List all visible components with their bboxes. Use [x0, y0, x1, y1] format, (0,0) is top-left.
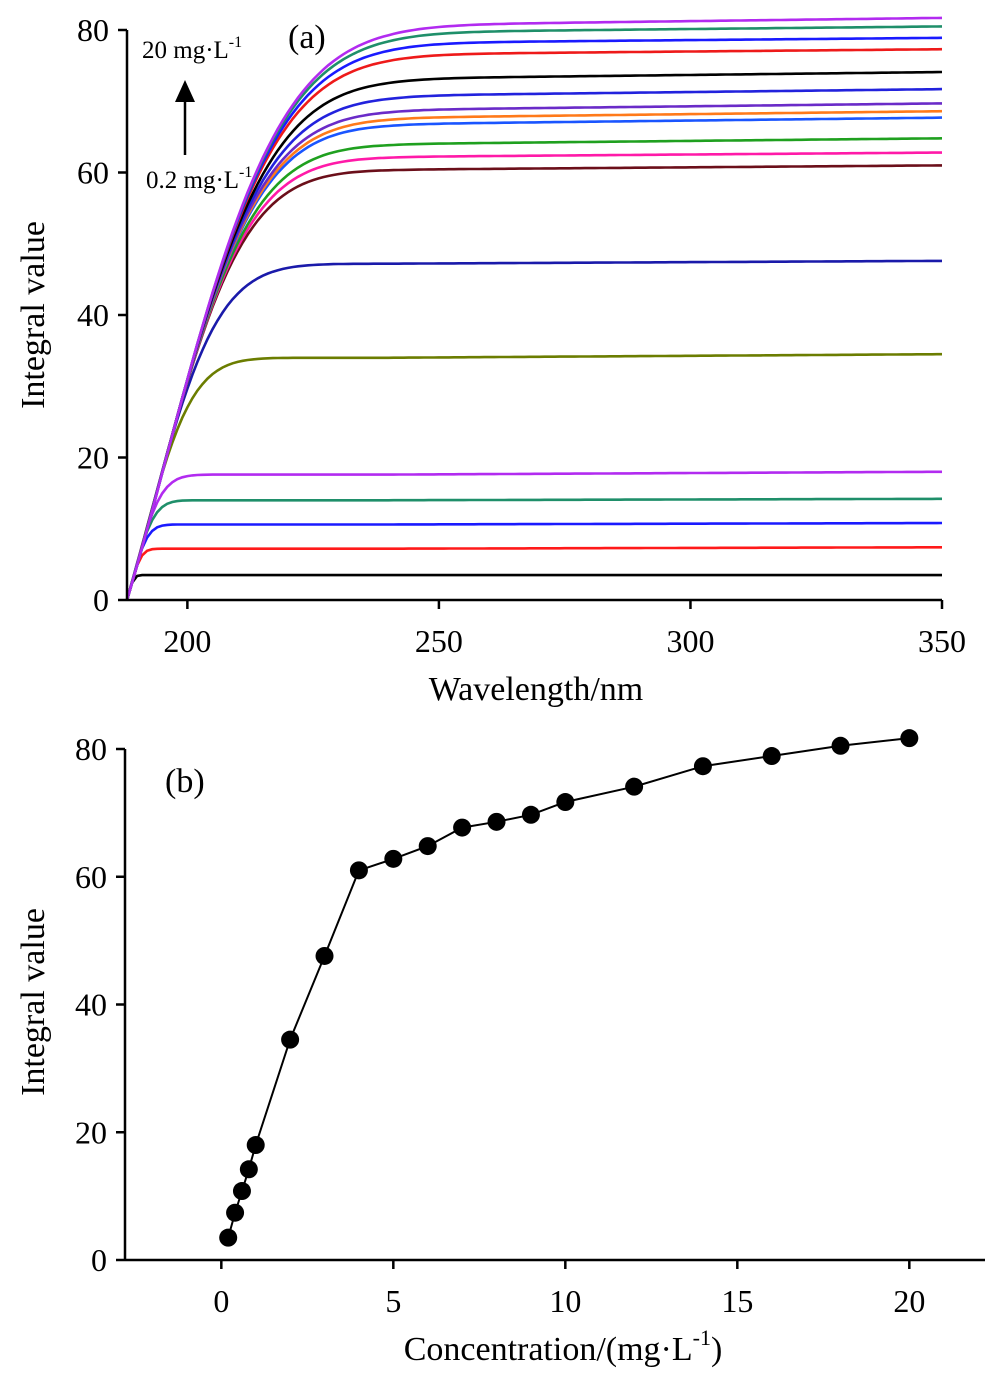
panel-b-y-tick-label: 40: [75, 987, 107, 1023]
panel-a-series-line-9: [125, 151, 942, 601]
panel-b-data-point: [762, 747, 781, 766]
panel-b-y-tick-label: 60: [75, 859, 107, 895]
panel-b-data-point: [232, 1182, 251, 1201]
panel-a-x-tick-label: 300: [666, 623, 714, 659]
panel-a-series-line-8: [125, 164, 942, 601]
panel-b-data-point: [521, 805, 540, 824]
panel-b-y-tick-label: 0: [91, 1242, 107, 1278]
panel-b-data-point: [239, 1160, 258, 1179]
panel-b-data-point: [693, 757, 712, 776]
panel-b-connecting-line: [227, 737, 910, 1238]
panel-a-x-tick-label: 250: [415, 623, 463, 659]
panel-a-label: (a): [288, 19, 326, 56]
panel-a-line-chart: 200 250 300 350 0 20 40 60 80 Wavelength/nm Inte…: [15, 12, 966, 708]
panel-b-data-point: [219, 1228, 238, 1247]
panel-a-x-tick-label: 350: [918, 623, 966, 659]
panel-b-data-point: [315, 946, 334, 965]
annotation-bottom-label: 0.2 mg·L-1: [146, 164, 252, 194]
panel-a-series-line-14: [125, 87, 943, 601]
panel-a-series-line-11: [125, 116, 943, 601]
concentration-annotation: 20 mg·L-1 0.2 mg·L-1: [142, 34, 252, 194]
panel-b-data-point: [625, 777, 644, 796]
panel-a-y-tick-label: 20: [77, 440, 109, 476]
panel-a-y-tick-label: 40: [77, 297, 109, 333]
panel-b-points: [219, 729, 919, 1247]
panel-a-y-tick-label: 0: [93, 582, 109, 618]
panel-a-series-line-10: [125, 137, 943, 601]
panel-b-data-point: [900, 729, 919, 748]
panel-b-scatter-chart: 0 5 10 15 20 0 20 40 60 80 Concentration/(mg·L-1)…: [15, 729, 985, 1368]
panel-b-data-point: [418, 837, 437, 856]
panel-b-y-axis-title: Integral value: [15, 908, 52, 1096]
panel-b-data-point: [349, 861, 368, 880]
panel-a-series-line-1: [125, 573, 942, 601]
panel-b-ticks: 0 5 10 15 20 0 20 40 60 80: [75, 731, 925, 1319]
panel-a-y-tick-label: 60: [77, 155, 109, 191]
panel-a-series-line-17: [125, 36, 943, 601]
panel-a-series-line-16: [125, 47, 943, 601]
panel-a-y-axis-title: Integral value: [15, 221, 52, 409]
panel-b-y-tick-label: 80: [75, 731, 107, 767]
up-arrow-icon: [175, 80, 195, 102]
panel-a-series-line-13: [125, 102, 942, 601]
panel-b-x-tick-label: 0: [213, 1283, 229, 1319]
panel-b-data-point: [246, 1136, 265, 1155]
panel-a-series-line-15: [125, 70, 943, 601]
panel-a-series-line-7: [125, 259, 942, 601]
panel-a-series-line-6: [125, 352, 942, 601]
panel-a-x-tick-label: 200: [163, 623, 211, 659]
panel-b-data-point: [556, 793, 575, 812]
panel-b-data-point: [384, 849, 403, 868]
panel-a-y-tick-label: 80: [77, 12, 109, 48]
panel-a-x-axis-title: Wavelength/nm: [429, 671, 643, 708]
annotation-top-label: 20 mg·L-1: [142, 34, 242, 64]
panel-b-data-point: [831, 736, 850, 755]
panel-a-series-line-12: [125, 109, 943, 601]
panel-b-data-point: [281, 1030, 300, 1049]
panel-b-x-tick-label: 15: [721, 1283, 753, 1319]
panel-b-data-point: [487, 812, 506, 831]
panel-b-data-point: [453, 818, 472, 837]
panel-b-data-point: [226, 1203, 245, 1222]
panel-b-label: (b): [165, 763, 205, 800]
panel-b-x-axis-title: Concentration/(mg·L-1): [404, 1325, 723, 1368]
panel-a-curves: [125, 16, 943, 601]
panel-b-y-tick-label: 20: [75, 1114, 107, 1150]
panel-a-series-line-5: [125, 470, 942, 601]
panel-b-x-tick-label: 5: [385, 1283, 401, 1319]
panel-a-series-line-4: [125, 497, 942, 601]
panel-a-series-line-19: [125, 16, 943, 601]
panel-b-x-tick-label: 20: [893, 1283, 925, 1319]
panel-b-x-tick-label: 10: [549, 1283, 581, 1319]
panel-a-ticks: 200 250 300 350 0 20 40 60 80: [77, 12, 966, 659]
panel-a-series-line-2: [125, 546, 942, 601]
panel-a-series-line-3: [125, 521, 943, 601]
